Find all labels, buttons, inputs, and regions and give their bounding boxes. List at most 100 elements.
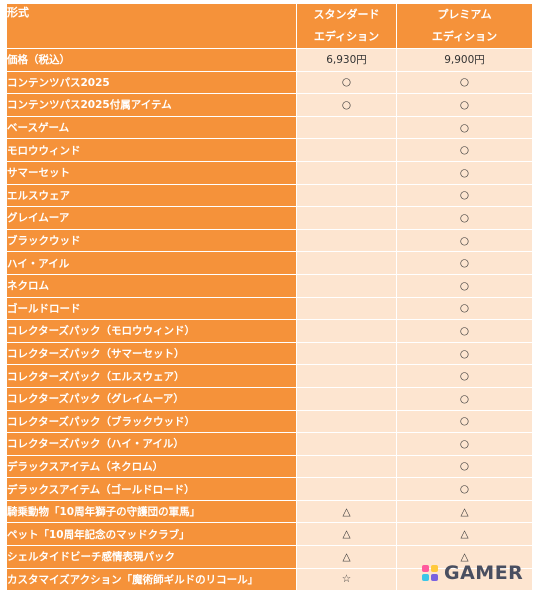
table-row: 価格（税込） 6,930円 9,900円 (6, 48, 533, 72)
premium-value: ○ (396, 228, 533, 253)
standard-value: ○ (296, 70, 397, 95)
row-name: グレイムーア (6, 206, 297, 230)
table-row: ゴールドロード ○ (6, 296, 533, 321)
header-premium-title: プレミアム (437, 8, 492, 21)
header-standard-subtitle: エディション (313, 30, 380, 43)
table-row: ベースゲーム ○ (6, 115, 533, 140)
standard-value (296, 341, 397, 366)
row-name: モロウウィンド (6, 138, 297, 162)
standard-value (296, 160, 397, 185)
premium-value: ○ (396, 432, 533, 456)
standard-value: ☆ (296, 567, 397, 592)
row-name: コンテンツパス2025付属アイテム (6, 93, 297, 117)
standard-value (296, 454, 397, 479)
table-row: デラックスアイテム（ゴールドロード） ○ (6, 477, 533, 501)
premium-value: △ (396, 522, 533, 547)
premium-value: ○ (396, 386, 533, 411)
row-name: コレクターズパック（ハイ・アイル） (6, 432, 297, 456)
premium-value: ○ (396, 364, 533, 388)
gamer-logo-icon (422, 565, 438, 581)
header-premium-edition: プレミアム エディション (396, 3, 533, 49)
standard-value (296, 296, 397, 321)
premium-value: ○ (396, 454, 533, 479)
gamer-logo-text: GAMER (444, 562, 524, 584)
table-row: モロウウィンド ○ (6, 138, 533, 162)
table-row: サマーセット ○ (6, 160, 533, 185)
standard-value (296, 138, 397, 162)
premium-value: ○ (396, 341, 533, 366)
table-row: コレクターズパック（エルスウェア） ○ (6, 364, 533, 388)
row-name: コレクターズパック（グレイムーア） (6, 386, 297, 411)
standard-value (296, 409, 397, 434)
standard-value (296, 206, 397, 230)
table-row: コレクターズパック（ハイ・アイル） ○ (6, 432, 533, 456)
row-name: シェルタイドビーチ感情表現パック (6, 545, 297, 569)
table-row: デラックスアイテム（ネクロム） ○ (6, 454, 533, 479)
standard-value (296, 115, 397, 140)
standard-value: 6,930円 (296, 48, 397, 72)
premium-value: ○ (396, 115, 533, 140)
row-name: ブラックウッド (6, 228, 297, 253)
table-header-row: 形式 スタンダード エディション プレミアム エディション (6, 3, 533, 49)
premium-value: ○ (396, 138, 533, 162)
header-standard-edition: スタンダード エディション (296, 3, 397, 49)
premium-value: ○ (396, 206, 533, 230)
premium-value (396, 567, 533, 592)
standard-value (296, 364, 397, 388)
table-row: グレイムーア ○ (6, 206, 533, 230)
table-row: コレクターズパック（モロウウィンド） ○ (6, 319, 533, 343)
premium-value: ○ (396, 477, 533, 501)
row-name: ハイ・アイル (6, 251, 297, 275)
table-row: ブラックウッド ○ (6, 228, 533, 253)
gamer-watermark: GAMER (420, 562, 523, 584)
standard-value (296, 251, 397, 275)
standard-value: ○ (296, 93, 397, 117)
premium-value: △ (396, 499, 533, 524)
row-name: デラックスアイテム（ゴールドロード） (6, 477, 297, 501)
premium-value: 9,900円 (396, 48, 533, 72)
row-name: コンテンツパス2025 (6, 70, 297, 95)
standard-value (296, 386, 397, 411)
standard-value: △ (296, 522, 397, 547)
row-name: 騎乗動物「10周年獅子の守護団の軍馬」 (6, 499, 297, 524)
premium-value: ○ (396, 319, 533, 343)
table-row: コレクターズパック（グレイムーア） ○ (6, 386, 533, 411)
premium-value: ○ (396, 409, 533, 434)
premium-value: ○ (396, 183, 533, 208)
premium-value: ○ (396, 160, 533, 185)
row-name: デラックスアイテム（ネクロム） (6, 454, 297, 479)
standard-value: △ (296, 545, 397, 569)
table-row: エルスウェア ○ (6, 183, 533, 208)
premium-value: ○ (396, 93, 533, 117)
row-name: 価格（税込） (6, 48, 297, 72)
edition-comparison-table: 形式 スタンダード エディション プレミアム エディション 価格（税込） 6,93… (6, 3, 533, 592)
premium-value: ○ (396, 296, 533, 321)
row-name: エルスウェア (6, 183, 297, 208)
row-name: コレクターズパック（サマーセット） (6, 341, 297, 366)
standard-value (296, 477, 397, 501)
header-premium-subtitle: エディション (431, 30, 498, 43)
table-body: 価格（税込） 6,930円 9,900円 コンテンツパス2025 ○ ○ コンテンツパス20… (6, 48, 533, 592)
standard-value (296, 273, 397, 298)
row-name: コレクターズパック（ブラックウッド） (6, 409, 297, 434)
premium-value: ○ (396, 251, 533, 275)
table-row: コンテンツパス2025付属アイテム ○ ○ (6, 93, 533, 117)
row-name: コレクターズパック（モロウウィンド） (6, 319, 297, 343)
standard-value (296, 432, 397, 456)
table-row: コレクターズパック（ブラックウッド） ○ (6, 409, 533, 434)
standard-value (296, 319, 397, 343)
header-format: 形式 (6, 3, 297, 49)
table-row: カスタマイズアクション「魔術師ギルドのリコール」 ☆ (6, 567, 533, 592)
row-name: ネクロム (6, 273, 297, 298)
premium-value: ○ (396, 273, 533, 298)
row-name: ペット「10周年記念のマッドクラブ」 (6, 522, 297, 547)
header-standard-title: スタンダード (313, 8, 380, 21)
row-name: ベースゲーム (6, 115, 297, 140)
standard-value: △ (296, 499, 397, 524)
table-row: 騎乗動物「10周年獅子の守護団の軍馬」 △ △ (6, 499, 533, 524)
premium-value: ○ (396, 70, 533, 95)
row-name: コレクターズパック（エルスウェア） (6, 364, 297, 388)
table-row: ハイ・アイル ○ (6, 251, 533, 275)
table-row: ネクロム ○ (6, 273, 533, 298)
table-row: コレクターズパック（サマーセット） ○ (6, 341, 533, 366)
